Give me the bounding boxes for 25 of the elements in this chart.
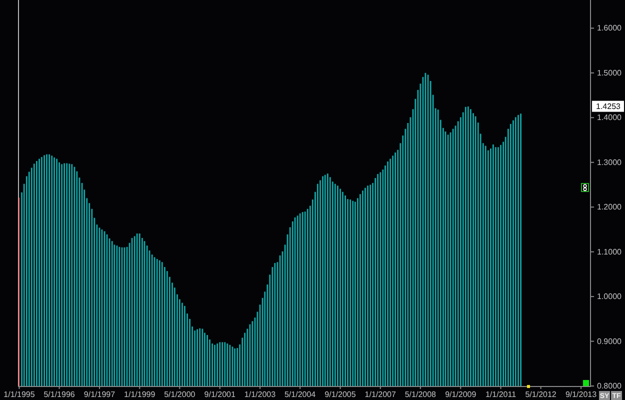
x-tick-label: 9/1/2001 bbox=[204, 390, 236, 399]
x-tick-label: 9/1/2009 bbox=[445, 390, 477, 399]
y-tick-label: 1.5000 bbox=[597, 68, 622, 78]
y-tick-label: 0.9000 bbox=[597, 336, 622, 346]
x-tick-label: 5/1/2012 bbox=[525, 390, 557, 399]
x-tick-label: 1/1/1995 bbox=[4, 390, 36, 399]
x-tick-label: 1/1/2007 bbox=[364, 390, 397, 399]
x-tick-label: 5/1/2000 bbox=[164, 390, 196, 399]
y-tick-label: 1.4000 bbox=[597, 113, 622, 122]
y-tick-label: 1.6000 bbox=[597, 24, 622, 33]
x-tick-label: 5/1/2004 bbox=[284, 390, 316, 399]
x-tick-label: 1/1/2011 bbox=[485, 390, 517, 399]
y-tick-label: 0.8000 bbox=[597, 382, 622, 390]
annotation: 1.4253 bbox=[596, 102, 622, 111]
y-tick-label: 1.0000 bbox=[597, 292, 622, 302]
x-tick-label: 9/1/1997 bbox=[84, 390, 116, 399]
x-tick-label: 1/1/1999 bbox=[124, 390, 156, 399]
x-tick-label: 5/1/2008 bbox=[404, 390, 437, 399]
x-tick-label: 5/1/1996 bbox=[44, 390, 76, 399]
x-tick-label: 9/1/2005 bbox=[324, 390, 356, 399]
y-tick-label: 1.1000 bbox=[597, 247, 622, 256]
y-tick-label: 1.2000 bbox=[597, 202, 622, 212]
x-tick-label: 9/1/2013 bbox=[565, 390, 598, 399]
y-tick-label: 1.3000 bbox=[597, 158, 622, 167]
x-tick-label: 1/1/2003 bbox=[244, 390, 276, 399]
